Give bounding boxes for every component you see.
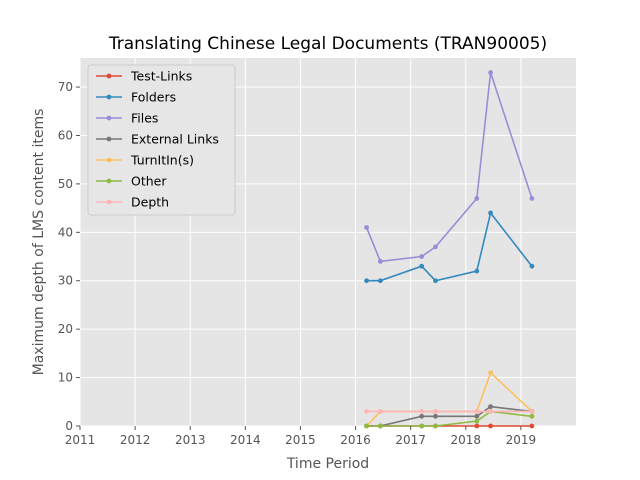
x-tick-label: 2012	[120, 433, 151, 447]
legend-label: Depth	[131, 195, 169, 210]
legend-swatch-marker	[106, 73, 112, 79]
legend-swatch-marker	[106, 136, 112, 142]
x-tick-label: 2014	[230, 433, 261, 447]
data-point	[488, 409, 493, 414]
data-point	[488, 423, 493, 429]
x-tick-label: 2019	[506, 433, 537, 447]
x-tick-label: 2013	[175, 433, 206, 447]
x-tick-label: 2011	[65, 433, 96, 447]
series-lines	[364, 70, 535, 429]
legend: Test-Links Folders Files External Links Turn…	[87, 64, 236, 216]
legend-label: Folders	[131, 90, 176, 105]
data-point	[419, 423, 425, 429]
series-2	[364, 70, 535, 264]
series-6	[364, 409, 535, 414]
legend-label: Other	[131, 174, 167, 189]
y-tick-label: 70	[58, 80, 73, 94]
data-point	[433, 278, 438, 284]
data-point	[474, 413, 480, 419]
data-point	[364, 409, 369, 414]
y-axis-ticks: 0 10 20 30 40 50 60 70	[58, 80, 80, 433]
data-point	[377, 423, 383, 429]
data-point	[488, 210, 493, 216]
data-point	[529, 196, 535, 201]
legend-entry: Files	[96, 111, 158, 126]
x-axis-label: Time Period	[286, 456, 369, 472]
data-point	[377, 409, 383, 414]
data-point	[529, 413, 535, 419]
legend-entry: External Links	[96, 132, 219, 147]
legend-entry: Folders	[96, 90, 176, 105]
legend-entry: Test-Links	[96, 69, 192, 84]
data-point	[488, 370, 493, 376]
legend-label: Test-Links	[130, 69, 192, 84]
data-point	[364, 278, 369, 284]
y-tick-label: 20	[58, 322, 73, 336]
legend-label: Files	[131, 111, 158, 126]
legend-swatch-marker	[106, 178, 112, 184]
legend-entry: Other	[96, 174, 167, 189]
x-tick-label: 2017	[395, 433, 426, 447]
y-tick-label: 50	[58, 177, 73, 191]
data-point	[433, 409, 438, 414]
data-point	[529, 263, 535, 269]
legend-label: External Links	[131, 132, 219, 147]
legend-swatch-marker	[106, 157, 112, 163]
data-point	[474, 423, 480, 429]
data-point	[419, 263, 425, 269]
legend-entry: Depth	[96, 195, 169, 210]
data-point	[529, 409, 535, 414]
legend-swatch-marker	[106, 94, 112, 100]
data-point	[488, 70, 493, 75]
data-point	[474, 268, 480, 274]
legend-label: TurnItIn(s)	[130, 153, 194, 168]
data-point	[433, 423, 438, 429]
x-axis-ticks: 2011 2012 2013 2014 2015 2016 2017 2018 2019	[65, 426, 536, 447]
data-point	[433, 413, 438, 419]
data-point	[419, 254, 425, 259]
y-tick-label: 30	[58, 274, 73, 288]
y-tick-label: 40	[58, 225, 73, 239]
data-point	[474, 196, 480, 201]
legend-entry: TurnItIn(s)	[96, 153, 194, 168]
x-tick-label: 2016	[340, 433, 371, 447]
legend-box	[87, 64, 236, 216]
series-1	[364, 210, 535, 284]
data-point	[377, 278, 383, 284]
data-point	[433, 244, 438, 250]
y-tick-label: 10	[58, 371, 73, 385]
chart-title: Translating Chinese Legal Documents (TRA…	[108, 34, 547, 54]
y-tick-label: 60	[58, 128, 73, 142]
legend-swatch-marker	[106, 199, 112, 205]
legend-swatch-marker	[106, 115, 112, 121]
data-point	[488, 404, 493, 410]
data-point	[419, 409, 425, 414]
data-point	[474, 418, 480, 424]
y-tick-label: 0	[65, 419, 73, 433]
data-point	[474, 409, 480, 414]
x-tick-label: 2015	[285, 433, 316, 447]
data-point	[529, 423, 535, 429]
data-point	[364, 225, 369, 230]
x-tick-label: 2018	[451, 433, 482, 447]
data-point	[364, 423, 369, 429]
data-point	[377, 258, 383, 264]
y-axis-label: Maximum depth of LMS content items	[31, 109, 47, 376]
data-point	[419, 413, 425, 419]
